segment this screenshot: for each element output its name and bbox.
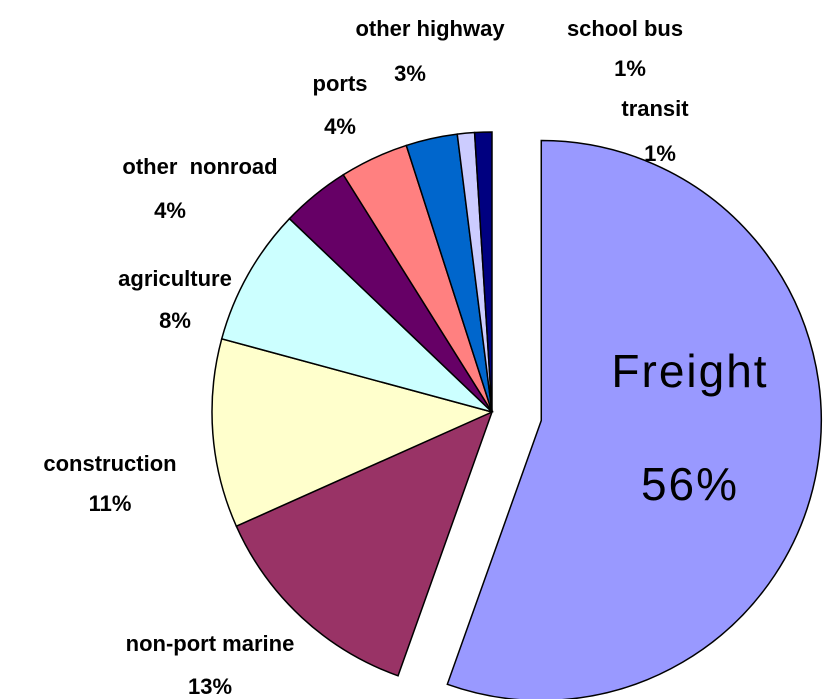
slice-percent: 8% bbox=[159, 308, 191, 333]
pie-slice bbox=[211, 337, 495, 528]
slice-name: Freight bbox=[611, 345, 768, 397]
slice-percent: 1% bbox=[614, 56, 646, 81]
pie-slice bbox=[235, 410, 494, 677]
slice-percent: 11% bbox=[89, 491, 132, 516]
slice-name: other nonroad bbox=[122, 154, 277, 179]
slice-name: other highway bbox=[355, 16, 505, 41]
slice-percent: 4% bbox=[324, 114, 356, 139]
slice-percent: 1% bbox=[644, 141, 676, 166]
pie-slice bbox=[446, 139, 822, 699]
slice-percent: 13% bbox=[188, 674, 232, 699]
pie-slice bbox=[220, 217, 493, 413]
slice-name: non-port marine bbox=[126, 631, 295, 656]
slice-percent: 56% bbox=[641, 458, 739, 510]
slice-name: ports bbox=[313, 71, 368, 96]
slice-name: construction bbox=[43, 451, 176, 476]
pie-slice bbox=[473, 131, 493, 413]
slice-percent: 3% bbox=[394, 61, 426, 86]
slice-percent: 4% bbox=[154, 198, 186, 223]
slice-name: transit bbox=[621, 96, 689, 121]
slice-name: school bus bbox=[567, 16, 683, 41]
slice-name: agriculture bbox=[118, 266, 232, 291]
